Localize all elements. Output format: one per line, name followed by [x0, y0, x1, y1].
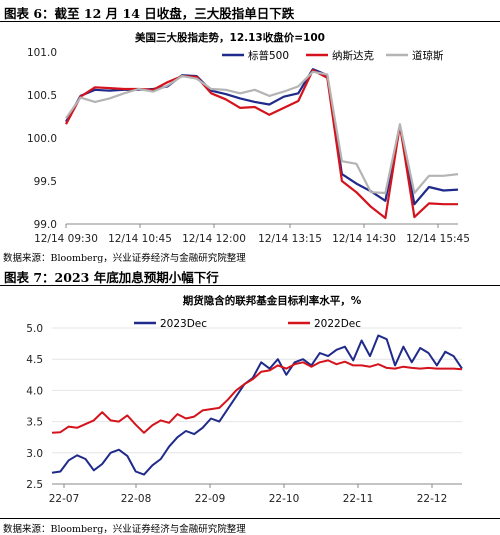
y-tick-label: 4.5: [26, 354, 43, 366]
figure-2-source: 数据来源：Bloomberg，兴业证券经济与金融研究院整理: [0, 518, 500, 535]
figure-1-heading: 图表 6：截至 12 月 14 日收盘，三大股指单日下跌: [0, 0, 500, 22]
series-line-1: [51, 334, 463, 476]
figure-2-heading: 图表 7：2023 年底加息预期小幅下行: [0, 264, 500, 286]
y-tick-label: 100.0: [27, 133, 57, 145]
y-tick-label: 99.5: [34, 176, 57, 188]
x-tick-label: 22-09: [195, 493, 226, 505]
x-tick-label: 12/14 09:30: [34, 233, 98, 245]
legend-label: 2023Dec: [160, 318, 207, 330]
y-tick-label: 4.0: [26, 385, 43, 397]
chart-1-us-indices: 99.0 99.5 100.0 100.5 101.0 12/14 09:30 12/14 …: [27, 31, 470, 245]
y-tick-label: 3.0: [26, 448, 43, 460]
y-tick-label: 2.5: [26, 479, 43, 491]
legend-label: 道琼斯: [412, 49, 444, 62]
y-tick-label: 100.5: [27, 90, 57, 102]
x-tick-label: 22-11: [343, 493, 374, 505]
legend-label: 2022Dec: [314, 318, 361, 330]
y-tick-label: 101.0: [27, 47, 57, 59]
chart-title: 期货隐含的联邦基金目标利率水平，%: [183, 294, 362, 307]
series-line-2: [65, 68, 458, 220]
chart-2-fed-funds-futures: 2.5 3.0 3.5 4.0 4.5 5.0 22-07 22-08 22-09 22-10 22…: [26, 294, 463, 505]
x-tick-label: 22-10: [269, 493, 300, 505]
x-tick-label: 22-07: [49, 493, 80, 505]
legend-label: 纳斯达克: [332, 49, 374, 62]
x-tick-label: 22-12: [417, 493, 448, 505]
x-tick-label: 22-08: [121, 493, 152, 505]
legend-label: 标普500: [248, 49, 289, 62]
figure-1-source: 数据来源：Bloomberg，兴业证券经济与金融研究院整理: [3, 253, 246, 264]
x-tick-label: 12/14 13:15: [258, 233, 322, 245]
y-tick-label: 99.0: [34, 219, 57, 231]
chart-title: 美国三大股指走势，12.13收盘价=100: [135, 31, 325, 44]
x-tick-label: 12/14 14:30: [332, 233, 396, 245]
x-tick-label: 12/14 12:00: [182, 233, 246, 245]
series-line-2: [51, 359, 463, 434]
y-tick-label: 5.0: [26, 323, 43, 335]
x-tick-label: 12/14 15:45: [406, 233, 470, 245]
x-tick-label: 12/14 10:45: [108, 233, 172, 245]
y-tick-label: 3.5: [26, 417, 43, 429]
series-line-3: [65, 70, 459, 195]
